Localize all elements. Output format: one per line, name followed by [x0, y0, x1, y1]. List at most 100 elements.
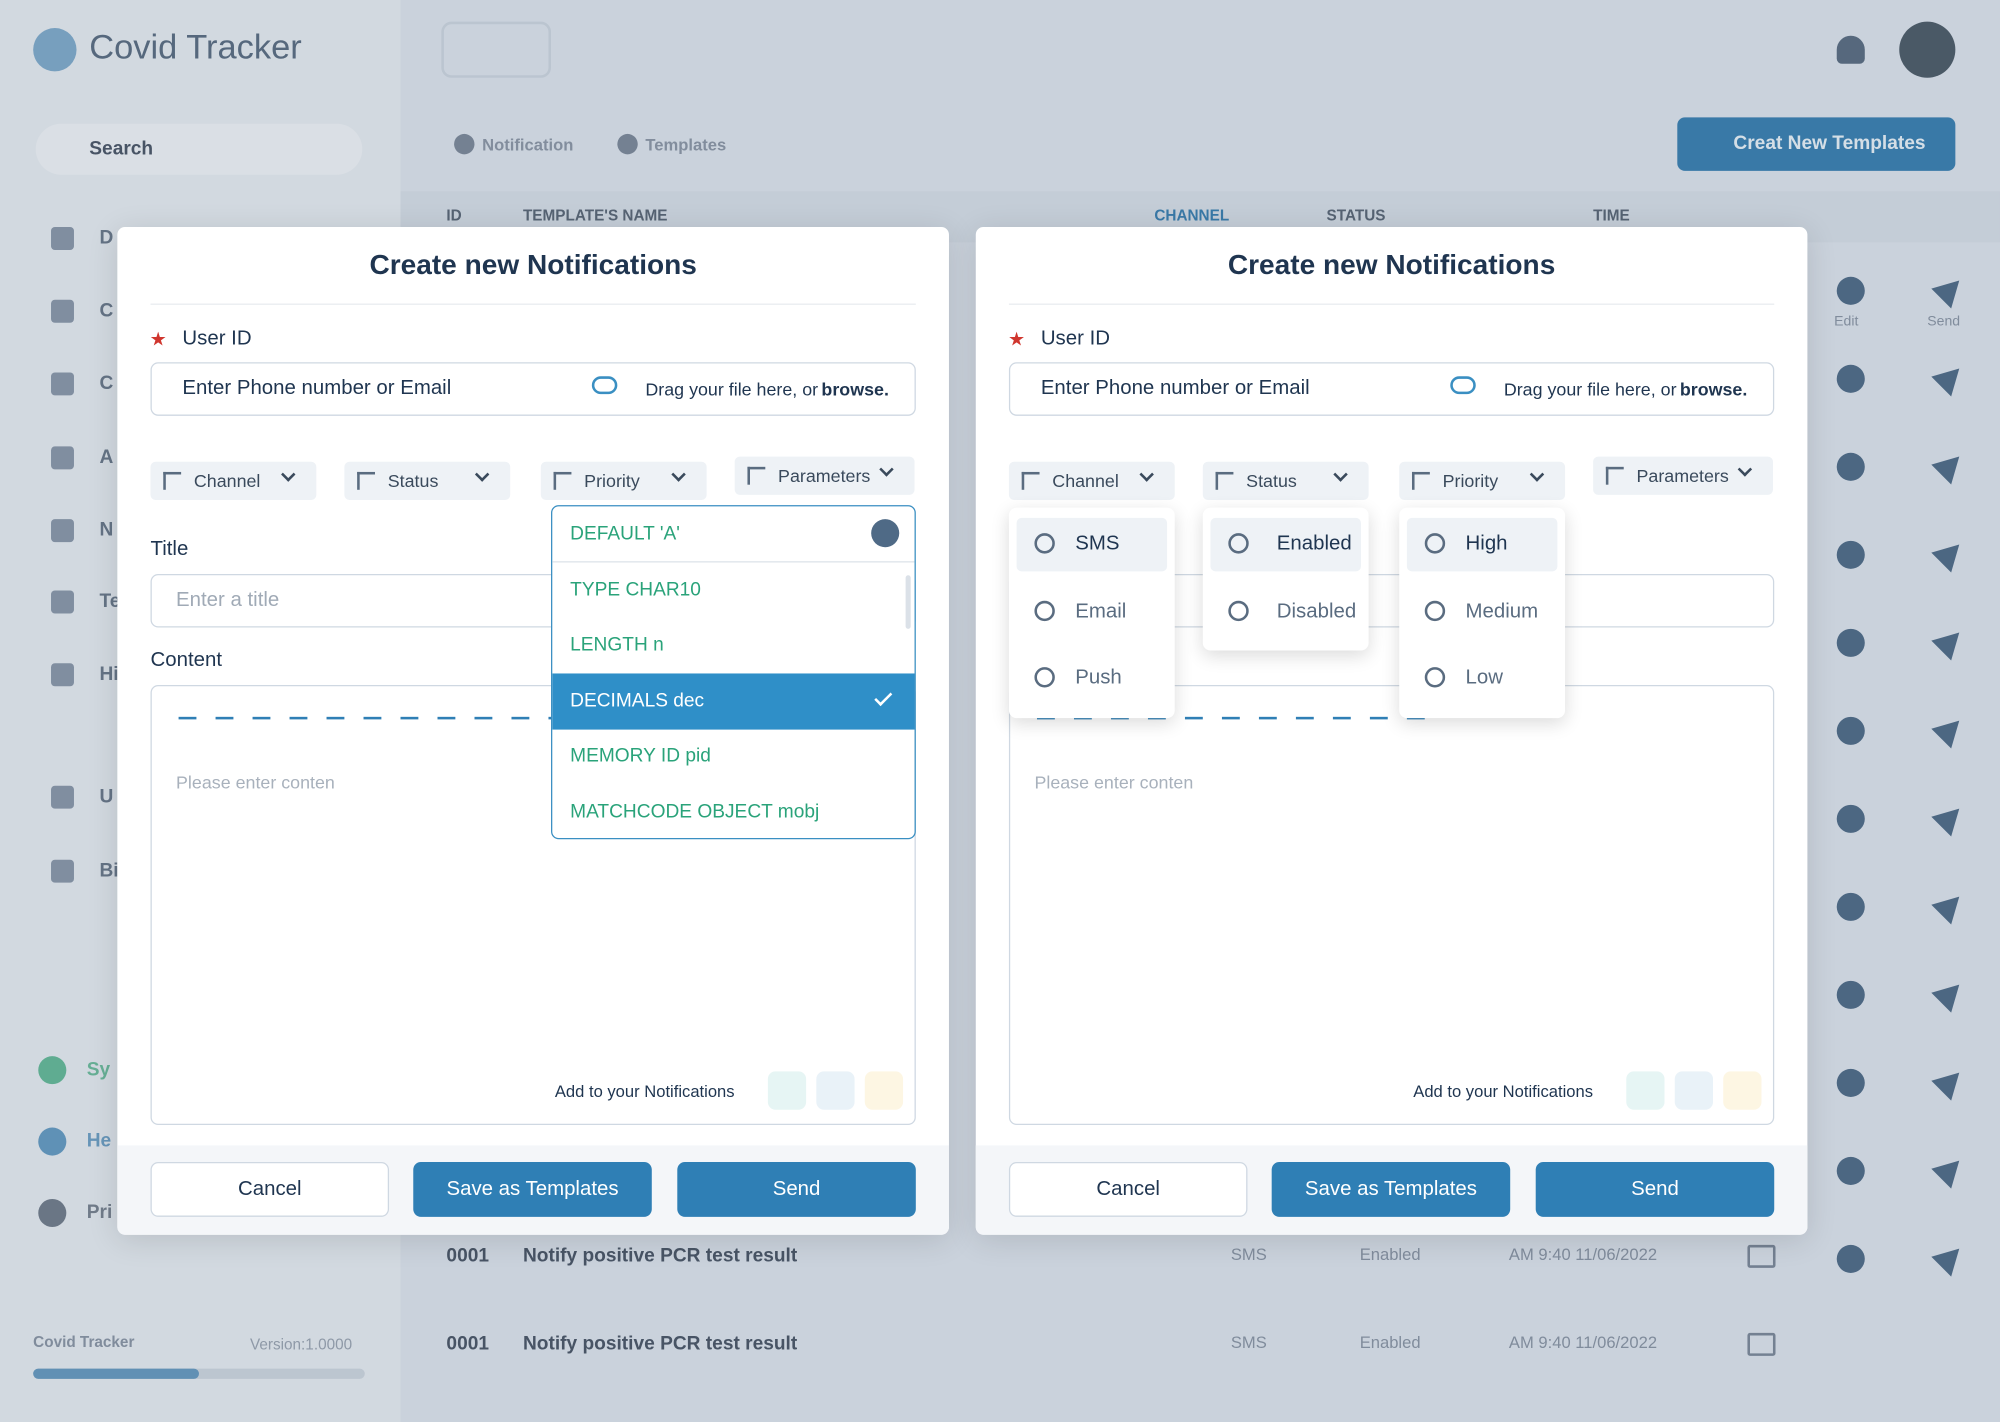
edit-icon[interactable] — [1836, 452, 1865, 481]
dropdown-item[interactable]: DEFAULT 'A' — [552, 506, 915, 563]
edit-icon[interactable] — [1836, 892, 1865, 921]
dropdown-item[interactable]: High — [1406, 517, 1558, 572]
dropdown-item[interactable]: Email — [1017, 585, 1168, 639]
field-label: Content — [150, 649, 222, 671]
dropdown-item[interactable]: DECIMALS dec — [552, 673, 915, 730]
nav-label[interactable]: U — [99, 785, 114, 808]
add-icon[interactable] — [1723, 1071, 1762, 1110]
toolbar-icon[interactable] — [178, 702, 197, 720]
search-box[interactable] — [35, 123, 363, 175]
editor[interactable] — [150, 684, 916, 1125]
toolbar-icon[interactable] — [1406, 702, 1425, 720]
toolbar-icon[interactable] — [363, 702, 382, 720]
nav-label[interactable]: N — [99, 519, 114, 541]
add-icon[interactable] — [864, 1071, 904, 1110]
nav-label[interactable]: Pri — [86, 1201, 113, 1224]
upload-link[interactable]: browse. — [821, 378, 889, 400]
dropdown-item[interactable]: Low — [1407, 652, 1558, 706]
input[interactable] — [1008, 362, 1775, 416]
upload-icon[interactable] — [591, 376, 618, 395]
dropdown-item[interactable]: Push — [1017, 652, 1168, 706]
toolbar-icon[interactable] — [1369, 702, 1388, 720]
filter[interactable]: Status — [1202, 461, 1369, 500]
nav-label[interactable]: Hi — [99, 663, 119, 685]
toolbar-icon[interactable] — [1110, 702, 1129, 720]
nav-arrows[interactable] — [441, 21, 552, 78]
filter[interactable]: Channel — [1008, 461, 1175, 500]
nav-label[interactable]: C — [99, 299, 114, 322]
toolbar-icon[interactable] — [437, 702, 456, 720]
nav-label[interactable]: A — [99, 446, 114, 469]
edit-icon[interactable] — [1836, 1244, 1865, 1273]
nav-label[interactable]: He — [86, 1130, 112, 1152]
nav-label[interactable]: Te — [99, 590, 121, 613]
filter[interactable]: Priority — [1399, 461, 1566, 500]
edit-icon[interactable] — [1836, 540, 1865, 569]
toolbar-icon[interactable] — [1147, 702, 1166, 720]
add-option[interactable] — [871, 519, 900, 548]
input[interactable] — [150, 362, 916, 416]
dropdown-item[interactable]: LENGTH n — [552, 618, 914, 674]
edit-icon[interactable] — [1836, 276, 1865, 305]
filter[interactable]: Channel — [150, 461, 317, 500]
dropdown-item[interactable]: TYPE CHAR10 — [552, 562, 914, 618]
toolbar-icon[interactable] — [326, 702, 345, 720]
bell-icon[interactable] — [1836, 35, 1865, 64]
toolbar-icon[interactable] — [1221, 702, 1240, 720]
add-icon[interactable] — [1674, 1071, 1714, 1110]
nav-label[interactable]: Bi — [99, 859, 119, 882]
edit-icon[interactable] — [1836, 1068, 1865, 1097]
toolbar-icon[interactable] — [252, 702, 271, 720]
filter[interactable]: Parameters — [1593, 456, 1773, 495]
filter[interactable]: Parameters — [734, 456, 915, 495]
add-icon[interactable] — [1626, 1071, 1665, 1110]
dropdown: High Medium Low — [1399, 507, 1566, 719]
edit-icon[interactable] — [1836, 980, 1865, 1009]
button[interactable]: Save as Templates — [413, 1161, 652, 1217]
button[interactable]: Cancel — [1008, 1161, 1248, 1217]
toolbar-icon[interactable] — [1184, 702, 1203, 720]
toolbar-icon[interactable] — [1258, 702, 1277, 720]
add-icon[interactable] — [816, 1071, 855, 1110]
edit-icon[interactable] — [1836, 716, 1865, 745]
button[interactable]: Send — [677, 1161, 916, 1217]
toolbar-icon[interactable] — [289, 702, 308, 720]
dropdown-item[interactable]: Disabled — [1210, 585, 1361, 639]
toolbar-icon[interactable] — [1036, 702, 1055, 720]
nav-label[interactable]: C — [99, 372, 114, 395]
toolbar-icon[interactable] — [400, 702, 419, 720]
toolbar-icon[interactable] — [1295, 702, 1314, 720]
avatar[interactable] — [1899, 21, 1956, 78]
edit-icon[interactable] — [1836, 628, 1865, 657]
button[interactable]: Cancel — [150, 1161, 390, 1217]
add-icon[interactable] — [767, 1071, 807, 1110]
nav-label[interactable]: Sy — [86, 1058, 111, 1081]
button[interactable]: Save as Templates — [1271, 1161, 1511, 1217]
edit-icon[interactable] — [1836, 1156, 1865, 1185]
dropdown-item[interactable]: Medium — [1407, 585, 1558, 639]
editor[interactable] — [1008, 684, 1775, 1125]
input-placeholder: Enter Phone number or Email — [1040, 377, 1310, 400]
crumb[interactable]: Templates — [645, 135, 727, 155]
filter[interactable]: Priority — [540, 461, 707, 500]
dropdown-item[interactable]: Enabled — [1210, 517, 1361, 572]
filter[interactable]: Status — [344, 461, 511, 500]
crumb[interactable]: Notification — [482, 135, 574, 155]
toolbar-icon[interactable] — [215, 702, 234, 720]
toolbar-icon[interactable] — [511, 702, 530, 720]
book-icon[interactable] — [1747, 1332, 1776, 1356]
create-button[interactable]: Creat New Templates — [1677, 117, 1956, 171]
nav-label[interactable]: D — [99, 227, 114, 249]
dropdown-item[interactable]: SMS — [1016, 517, 1168, 572]
button[interactable]: Send — [1535, 1161, 1775, 1217]
dropdown-item[interactable]: MATCHCODE OBJECT mobj — [552, 784, 914, 838]
book-icon[interactable] — [1747, 1244, 1776, 1268]
dropdown-item[interactable]: MEMORY ID pid — [552, 729, 914, 785]
toolbar-icon[interactable] — [1073, 702, 1092, 720]
toolbar-icon[interactable] — [474, 702, 493, 720]
edit-icon[interactable] — [1836, 364, 1865, 393]
edit-icon[interactable] — [1836, 804, 1865, 833]
upload-link[interactable]: browse. — [1679, 378, 1748, 400]
upload-icon[interactable] — [1450, 376, 1476, 395]
toolbar-icon[interactable] — [1332, 702, 1351, 720]
